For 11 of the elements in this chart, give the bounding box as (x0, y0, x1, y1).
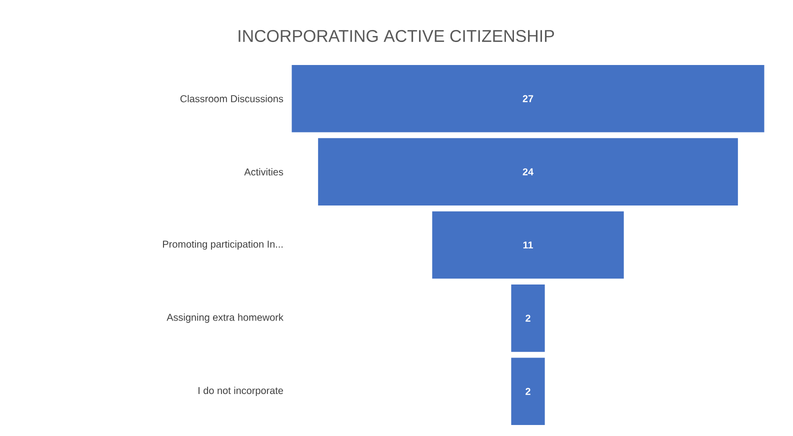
data-label: 2 (526, 314, 530, 322)
text: INCORPORATING ACTIVE CITIZENSHIP (238, 30, 554, 42)
category-label: Assigning extra homework (166, 314, 284, 323)
category-label: Promoting participation In... (163, 240, 283, 250)
data-label: 27 (522, 95, 534, 102)
data-label: 24 (522, 168, 534, 176)
category-label: Classroom Discussions (180, 94, 284, 102)
category-label: I do not incorporate (198, 386, 284, 396)
category-label: Activities (244, 168, 284, 176)
data-label: 2 (526, 388, 530, 395)
data-label: 11 (523, 242, 533, 248)
